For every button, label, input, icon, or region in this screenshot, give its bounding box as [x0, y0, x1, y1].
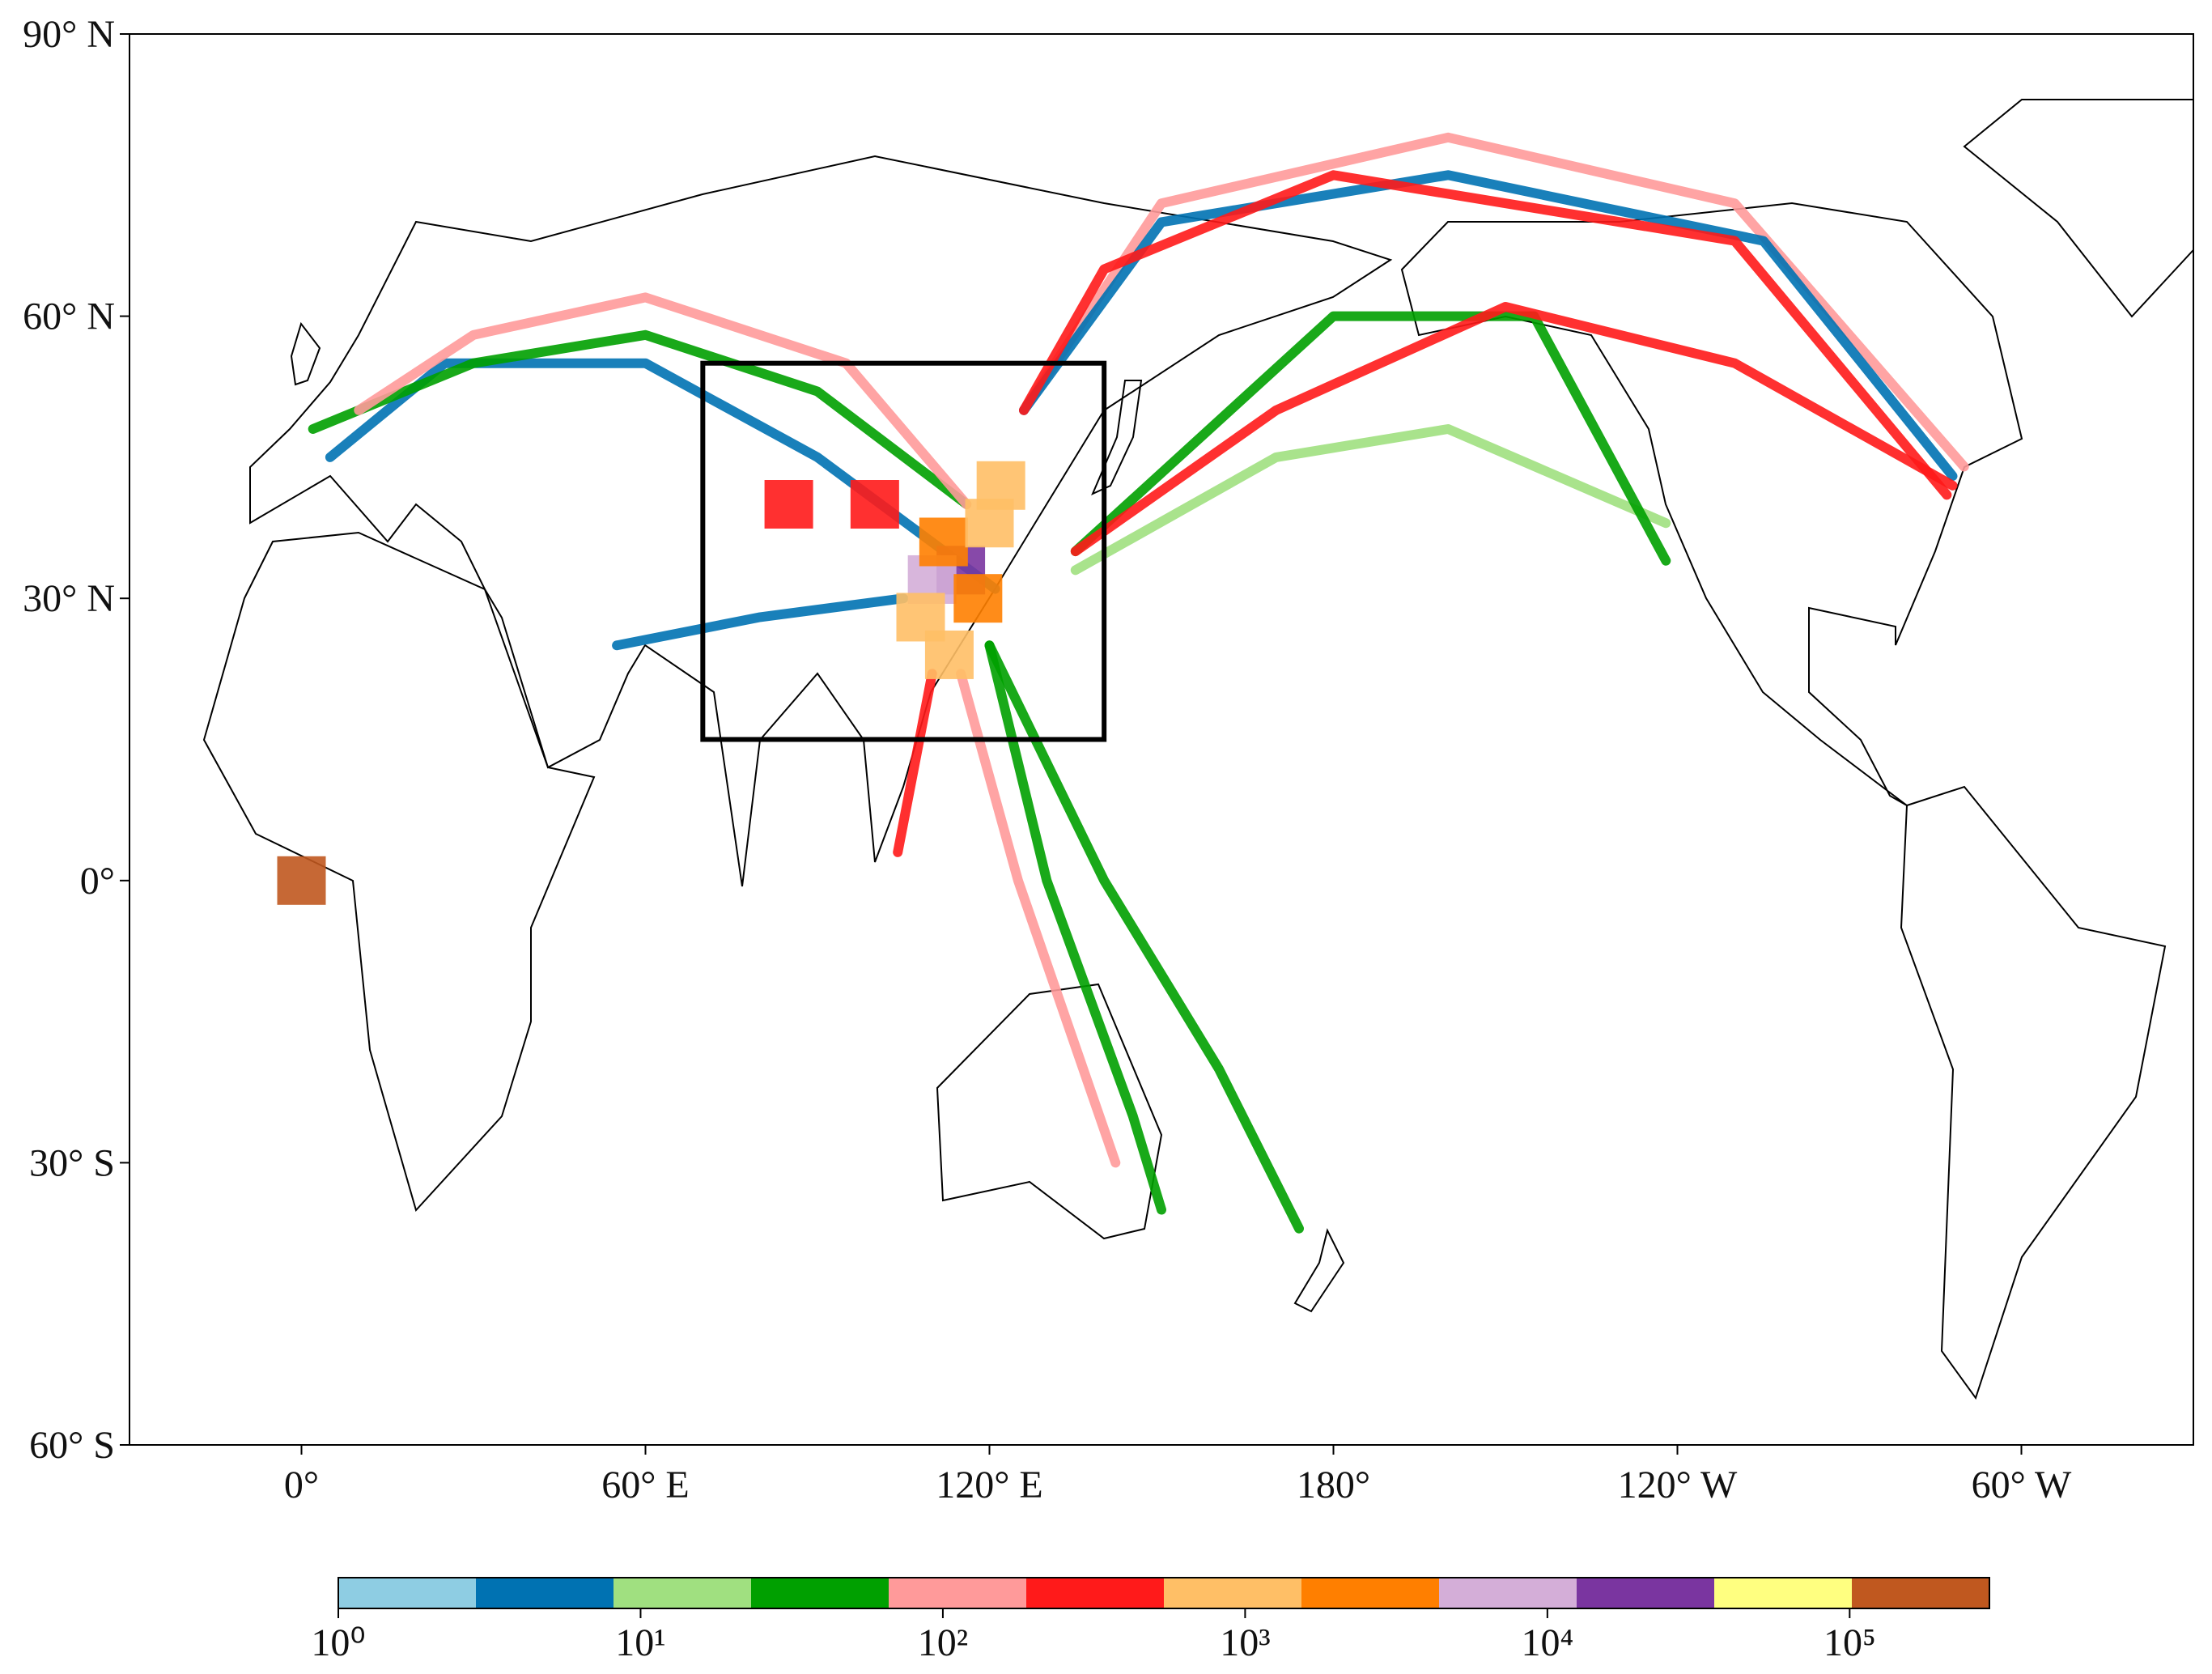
- flight-track: [1019, 170, 1958, 482]
- britain: [290, 321, 321, 386]
- north-america: [1400, 202, 2023, 806]
- y-tick-label: 60° N: [23, 295, 115, 338]
- colorbar-segment: [1714, 1578, 1853, 1608]
- africa: [202, 531, 596, 1212]
- x-tick-label: 120° W: [1618, 1464, 1738, 1506]
- greenland: [1963, 99, 2193, 318]
- density-cell: [277, 856, 326, 905]
- plot-frame: [129, 33, 2194, 1446]
- colorbar-segment: [1026, 1578, 1165, 1608]
- flight-track: [1070, 302, 1958, 557]
- axes: 0° 60° E 120° E 180° 120° W 60° W 60° S 30° S 0°…: [23, 13, 2072, 1506]
- eurasia: [249, 155, 1393, 887]
- flight-track: [956, 669, 1121, 1168]
- y-tick-label: 0°: [80, 860, 115, 903]
- x-tick-label: 180°: [1297, 1464, 1370, 1506]
- colorbar-segment: [751, 1578, 889, 1608]
- x-tick-label: 0°: [284, 1464, 319, 1506]
- colorbar-segment: [1852, 1578, 1990, 1608]
- flight-track: [612, 593, 909, 651]
- density-cell: [924, 630, 974, 679]
- x-tick-label: 120° E: [936, 1464, 1043, 1506]
- y-tick-label: 60° S: [29, 1424, 115, 1467]
- flight-track: [1070, 424, 1671, 576]
- colorbar-frame: [338, 1577, 1990, 1609]
- density-cell: [850, 480, 899, 529]
- density-cell: [764, 480, 813, 529]
- colorbar-segment: [614, 1578, 752, 1608]
- colorbar-segment: [1577, 1578, 1715, 1608]
- colorbar-segment: [1439, 1578, 1577, 1608]
- x-tick-label: 60° E: [601, 1464, 690, 1506]
- colorbar-tick-label: 10⁰: [311, 1621, 365, 1664]
- japan: [1091, 380, 1143, 495]
- colorbar-tick-label: 10²: [918, 1621, 968, 1664]
- colorbar-tick-label: 10⁴: [1521, 1621, 1573, 1664]
- flight-track: [893, 669, 937, 857]
- colorbar-segment: [889, 1578, 1027, 1608]
- x-tick-label: 60° W: [1972, 1464, 2072, 1506]
- colorbar-segment: [476, 1578, 614, 1608]
- south-america: [1900, 785, 2167, 1400]
- colorbar: 10⁰ 10¹ 10² 10³ 10⁴ 10⁵: [311, 1577, 1990, 1664]
- flight-track: [308, 329, 972, 509]
- flight-track: [984, 640, 1166, 1215]
- new-zealand: [1293, 1228, 1345, 1313]
- y-tick-label: 30° S: [29, 1141, 115, 1184]
- density-cell: [919, 517, 968, 567]
- basemap: [202, 99, 2193, 1400]
- flight-track: [354, 292, 972, 509]
- colorbar-tick-label: 10³: [1220, 1621, 1270, 1664]
- tracks: [277, 132, 1969, 1234]
- flight-track: [1019, 132, 1969, 472]
- colorbar-tick-label: 10⁵: [1824, 1621, 1876, 1664]
- flight-track: [1070, 311, 1671, 566]
- region-box: [700, 360, 1107, 742]
- colorbar-segment: [1301, 1578, 1440, 1608]
- colorbar-segment: [338, 1578, 477, 1608]
- y-tick-label: 30° N: [23, 577, 115, 620]
- density-cell: [953, 574, 1003, 623]
- colorbar-tick-label: 10¹: [615, 1621, 665, 1664]
- flight-track: [984, 640, 1304, 1234]
- flight-track: [1019, 170, 1952, 500]
- density-cell: [976, 461, 1025, 510]
- flight-track: [325, 358, 1000, 594]
- y-tick-label: 90° N: [23, 13, 115, 56]
- colorbar-segment: [1164, 1578, 1302, 1608]
